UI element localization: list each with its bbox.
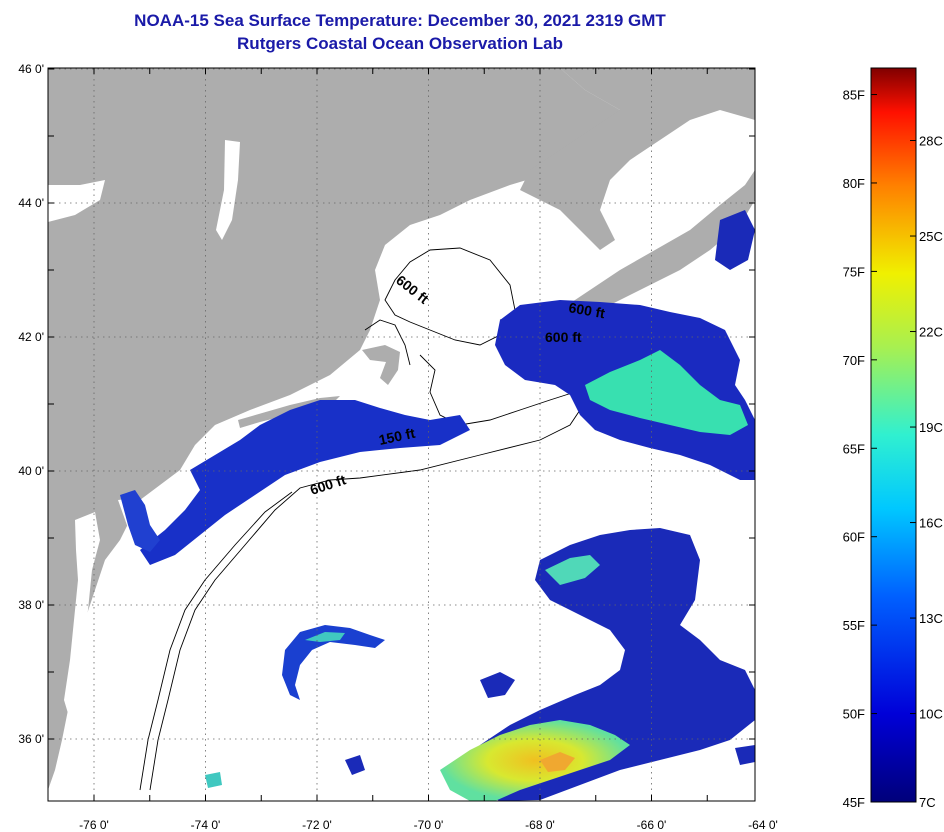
sst-patch-west-eddy: [282, 625, 385, 700]
sst-patch-west-eddy-teal: [305, 632, 345, 642]
contour-label: 600 ft: [567, 299, 606, 321]
lon-tick-label: -70 0': [414, 818, 444, 832]
lon-tick-label: -68 0': [525, 818, 555, 832]
lon-tick-label: -66 0': [637, 818, 667, 832]
chesapeake-bay: [64, 512, 100, 720]
sst-patch-offshore-warm: [440, 720, 630, 801]
colorbar-f-label: 80F: [843, 176, 865, 191]
graticule: [48, 68, 755, 801]
colorbar-c-label: 7C: [919, 795, 936, 810]
map-subtitle: Rutgers Coastal Ocean Observation Lab: [237, 34, 563, 53]
colorbar-c-label: 28C: [919, 134, 943, 149]
colorbar-c-label: 19C: [919, 420, 943, 435]
lat-tick-label: 46 0': [18, 62, 44, 76]
sst-patch-small-3: [345, 755, 365, 775]
sst-patch-teal-band: [545, 555, 600, 585]
axes: 46 0' 44 0' 42 0' 40 0' 38 0' 36 0' -76 0' -74 …: [18, 62, 777, 832]
colorbar-f-label: 45F: [843, 795, 865, 810]
lon-tick-label: -64 0': [748, 818, 778, 832]
colorbar-f-label: 65F: [843, 441, 865, 456]
sst-patch-shelf: [140, 400, 470, 565]
colorbar-c-label: 10C: [919, 707, 943, 722]
sst-patch-georges-warm: [585, 350, 748, 435]
lake-champlain: [216, 140, 240, 240]
sst-patch-nj-coast: [120, 490, 160, 552]
lat-tick-label: 38 0': [18, 598, 44, 612]
colorbar: [870, 67, 917, 803]
colorbar-c-label: 16C: [919, 516, 943, 531]
colorbar-f-label: 85F: [843, 88, 865, 103]
map-title: NOAA-15 Sea Surface Temperature: Decembe…: [134, 11, 666, 30]
colorbar-ticks: 85F 80F 75F 70F 65F 60F 55F 50F 45F 28C 25C 22C 19C 1…: [843, 88, 943, 810]
contour-label: 600 ft: [545, 329, 582, 345]
sst-patch-small-5: [735, 745, 755, 765]
lat-tick-label: 36 0': [18, 732, 44, 746]
sst-patch-small-2: [715, 210, 755, 270]
colorbar-f-label: 50F: [843, 707, 865, 722]
lat-tick-label: 40 0': [18, 464, 44, 478]
contour-label: 150 ft: [377, 425, 416, 448]
map-frame: [47, 67, 756, 802]
colorbar-f-label: 60F: [843, 530, 865, 545]
colorbar-c-label: 22C: [919, 325, 943, 340]
lon-tick-label: -74 0': [191, 818, 221, 832]
lat-tick-label: 42 0': [18, 330, 44, 344]
lake-ontario: [48, 180, 105, 222]
lon-tick-label: -72 0': [302, 818, 332, 832]
colorbar-c-label: 13C: [919, 611, 943, 626]
colorbar-f-label: 75F: [843, 264, 865, 279]
land-new-brunswick: [520, 68, 755, 250]
sst-data-layer: [120, 210, 755, 801]
colorbar-f-label: 70F: [843, 353, 865, 368]
sst-patch-warm-core: [540, 752, 575, 772]
land-nova-scotia: [560, 170, 755, 320]
land-mainland: [48, 68, 640, 790]
lat-tick-label: 44 0': [18, 196, 44, 210]
lon-tick-label: -76 0': [79, 818, 109, 832]
sst-patch-small-4: [205, 772, 222, 788]
land-cape-cod: [362, 345, 400, 385]
colorbar-c-label: 25C: [919, 229, 943, 244]
colorbar-f-label: 55F: [843, 618, 865, 633]
sst-patch-small-1: [480, 672, 515, 698]
